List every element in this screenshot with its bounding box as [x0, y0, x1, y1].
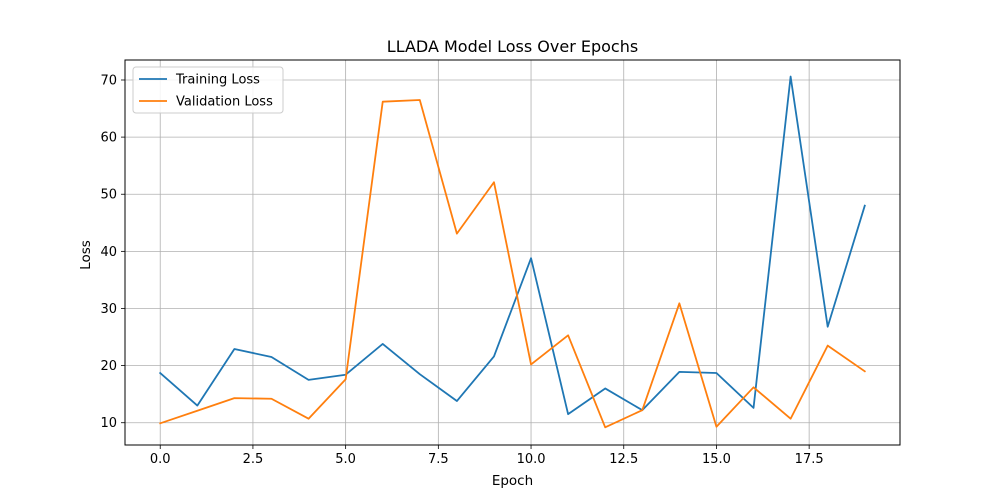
validation-loss-legend-label: Validation Loss — [176, 95, 273, 110]
series-lines — [158, 75, 867, 429]
x-tick-label: 12.5 — [609, 452, 638, 467]
x-tick-label: 17.5 — [795, 452, 824, 467]
y-tick-label: 10 — [100, 416, 117, 431]
y-tick-label: 50 — [100, 188, 117, 203]
x-tick-label: 10.0 — [517, 452, 546, 467]
legend: Training Loss Validation Loss — [132, 66, 284, 114]
x-tick-label: 15.0 — [702, 452, 731, 467]
y-tick-label: 20 — [100, 359, 117, 374]
y-tick-label: 30 — [100, 302, 117, 317]
y-axis: 10 20 30 40 50 60 70 — [100, 73, 125, 431]
y-tick-label: 60 — [100, 131, 117, 146]
x-axis: 0.0 2.5 5.0 7.5 10.0 12.5 15.0 17.5 — [150, 445, 824, 467]
training-loss-line — [158, 75, 866, 416]
legend-box — [132, 66, 284, 114]
validation-loss-line — [159, 99, 867, 429]
x-axis-label: Epoch — [492, 473, 533, 489]
training-loss-legend-label: Training Loss — [175, 73, 260, 88]
x-tick-label: 7.5 — [428, 452, 449, 467]
y-tick-label: 70 — [100, 73, 117, 88]
y-axis-label: Loss — [78, 240, 94, 270]
y-tick-label: 40 — [100, 245, 117, 260]
x-tick-label: 0.0 — [150, 452, 171, 467]
plot-frame — [124, 59, 901, 446]
chart-title: LLADA Model Loss Over Epochs — [387, 37, 638, 56]
x-tick-label: 2.5 — [243, 452, 264, 467]
x-tick-label: 5.0 — [335, 452, 356, 467]
